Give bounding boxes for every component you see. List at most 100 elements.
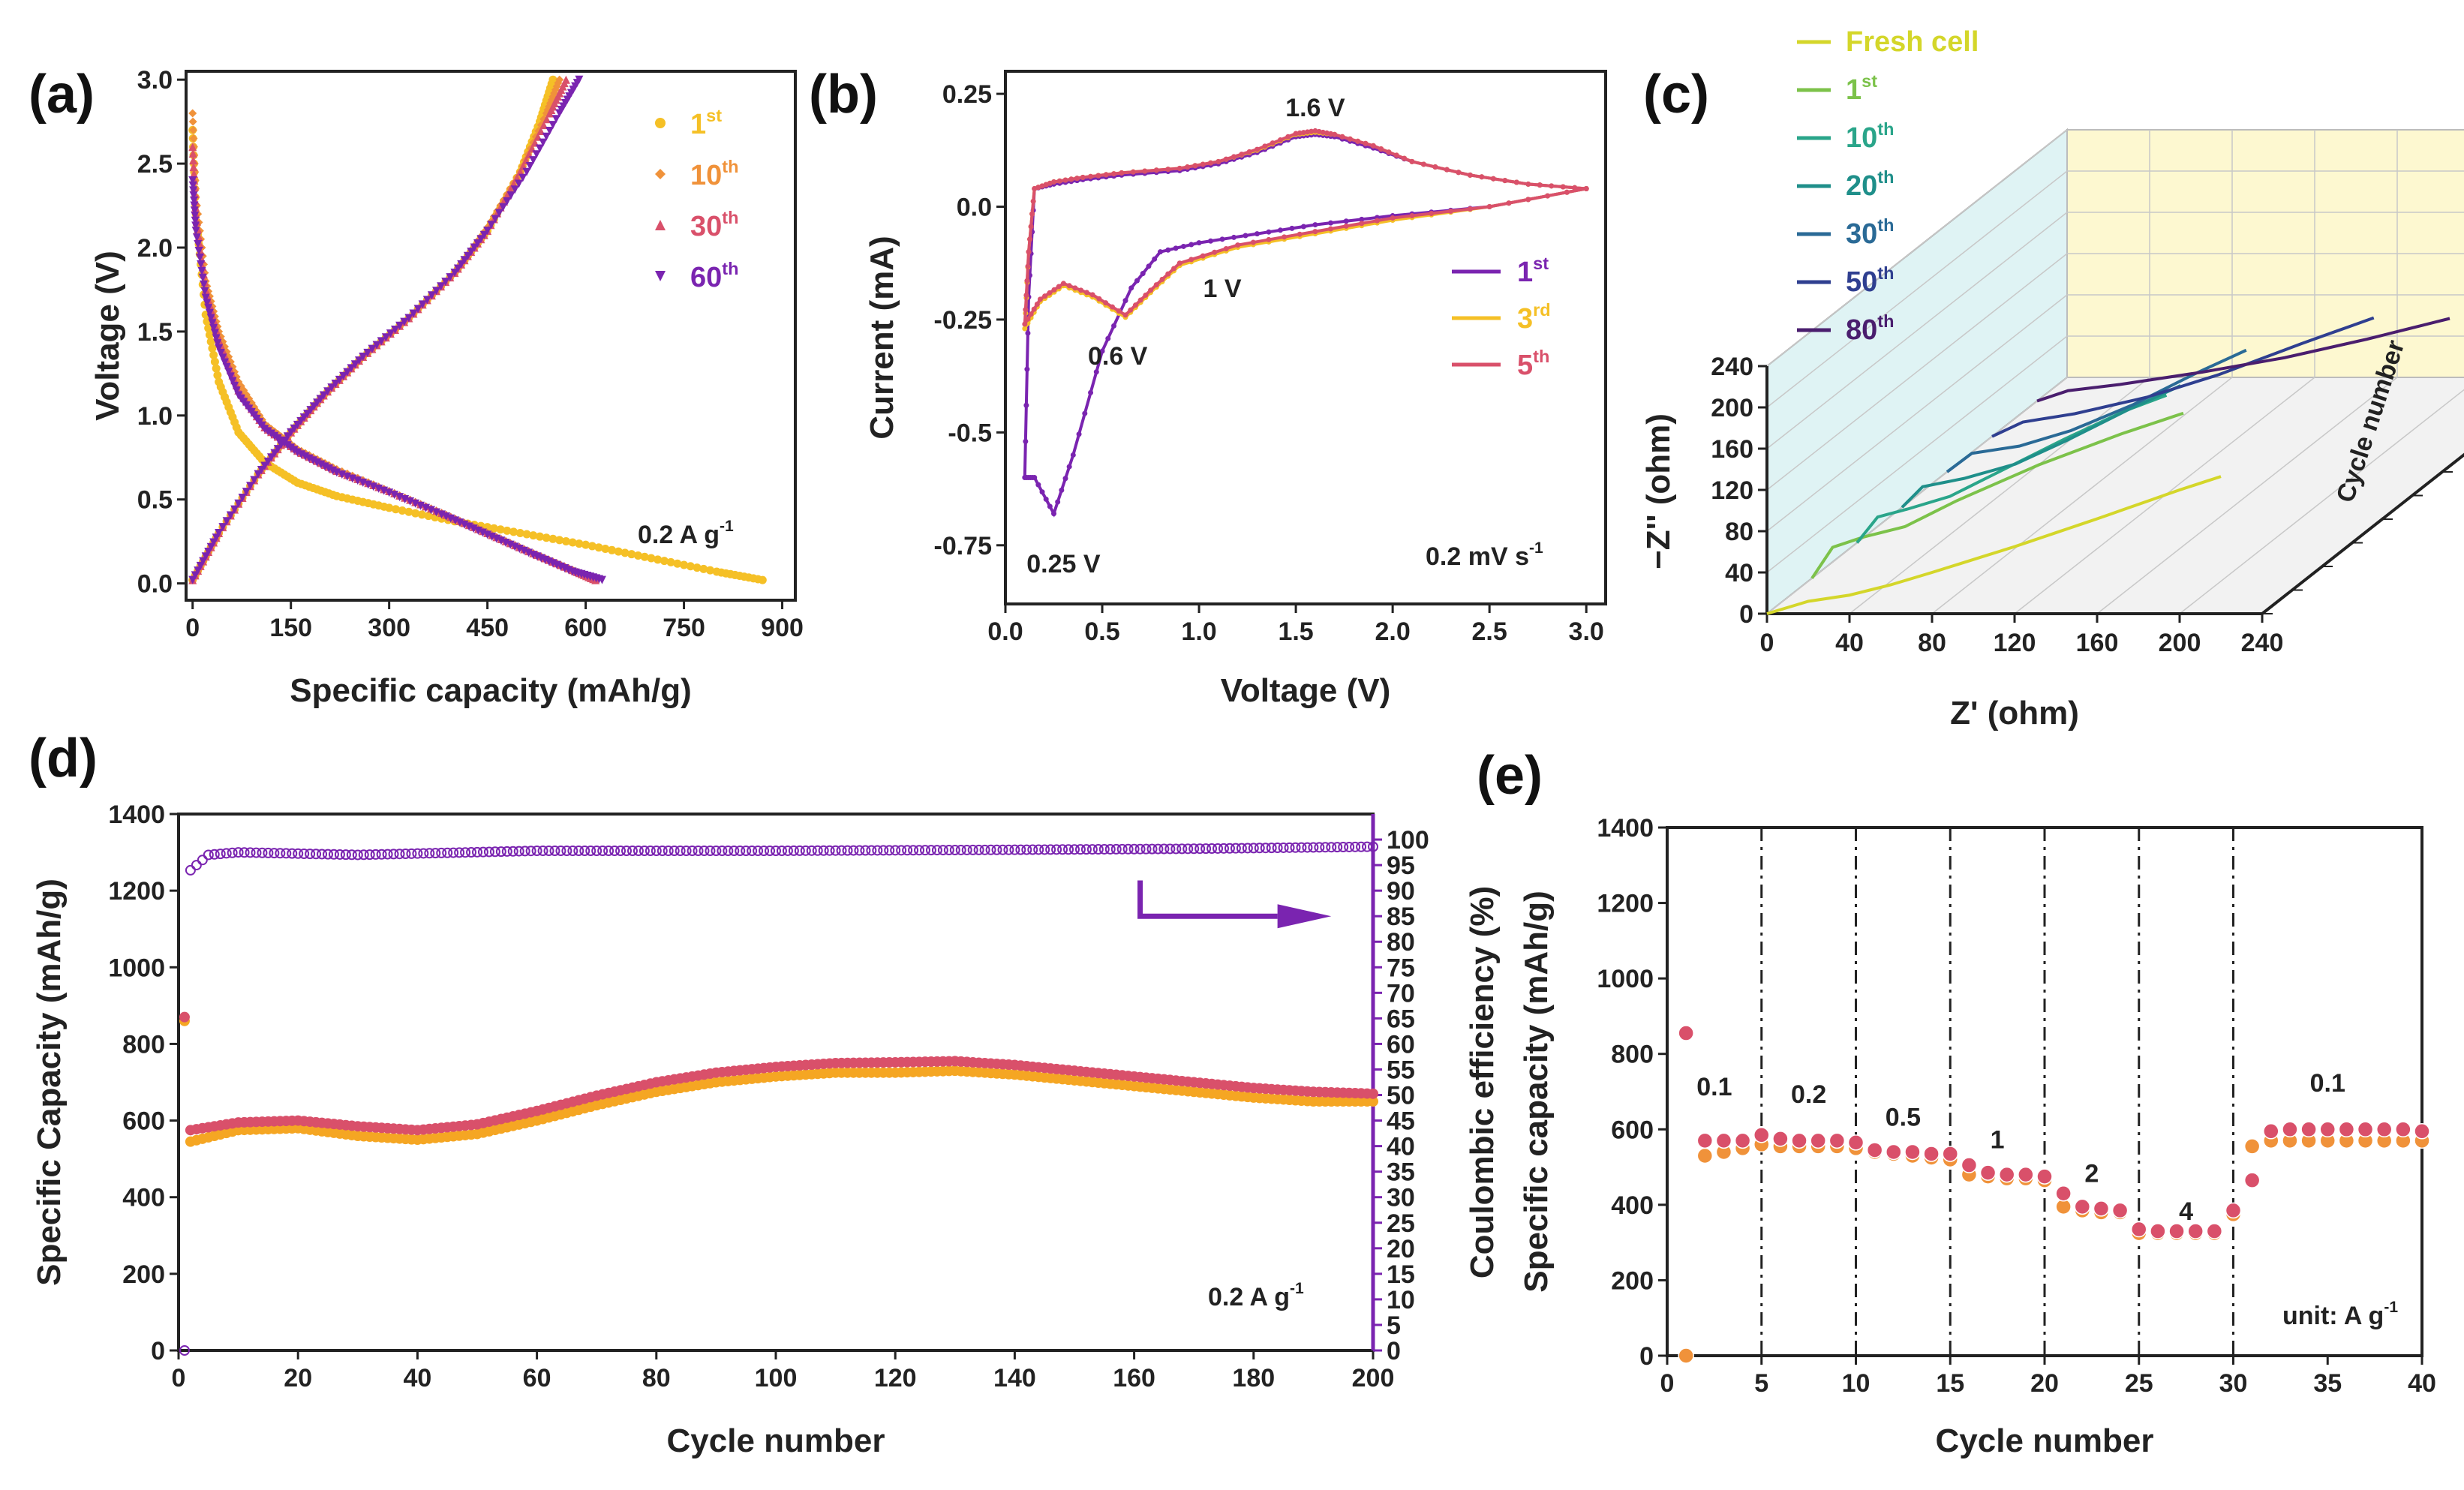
chart-e: 0 5 10 15 20 25 30 35 40020040060080010001200140… — [1518, 814, 2436, 1459]
data-point — [1176, 260, 1182, 266]
data-point — [1134, 278, 1140, 284]
data-point — [1060, 281, 1066, 287]
data-point — [1326, 842, 1337, 853]
data-point — [1066, 283, 1072, 289]
data-point — [189, 125, 198, 134]
data-point — [204, 323, 213, 332]
data-point — [1266, 236, 1272, 242]
y-tick-label: 600 — [1611, 1116, 1654, 1144]
data-point — [446, 273, 455, 282]
data-point — [1486, 204, 1492, 210]
data-point — [1678, 1347, 1694, 1364]
data-point — [404, 507, 413, 516]
data-point — [1026, 249, 1032, 255]
data-point — [185, 864, 196, 876]
data-point — [573, 846, 584, 857]
data-point — [496, 525, 505, 534]
x-tick-label: 2.5 — [1472, 617, 1507, 646]
data-point — [1111, 323, 1117, 329]
data-point — [260, 425, 269, 434]
data-point — [510, 185, 519, 194]
data-point — [209, 323, 218, 332]
legend-label-sup: th — [722, 157, 738, 176]
data-point — [263, 427, 272, 436]
data-point — [555, 75, 564, 84]
panel-label-e: (e) — [1477, 746, 1543, 806]
x-tick-label: 240 — [2241, 629, 2284, 657]
data-point — [1332, 842, 1343, 853]
data-point — [1549, 183, 1555, 189]
data-point — [705, 566, 714, 575]
data-point — [460, 256, 469, 265]
y-tick-label: -0.5 — [948, 419, 992, 447]
legend-label-sup: st — [1862, 71, 1877, 91]
data-point — [388, 849, 399, 860]
data-point — [1246, 149, 1252, 155]
data-point — [350, 360, 359, 369]
data-point — [401, 494, 410, 503]
data-point — [189, 186, 198, 195]
y2-tick-label: 50 — [1387, 1082, 1415, 1110]
data-point — [1188, 242, 1194, 248]
data-point — [179, 1011, 190, 1023]
data-point — [1047, 290, 1053, 296]
data-point — [1266, 229, 1272, 235]
data-point — [233, 847, 244, 858]
data-point — [221, 358, 230, 367]
data-point — [363, 348, 372, 357]
data-point — [2338, 1121, 2355, 1138]
data-point — [1003, 844, 1014, 855]
y2-tick-label: 25 — [1387, 1209, 1415, 1238]
data-point — [1828, 1132, 1846, 1149]
data-point — [1176, 843, 1188, 855]
data-point — [507, 846, 518, 857]
legend-label-sup: st — [1533, 254, 1549, 273]
data-point — [1420, 161, 1426, 167]
legend-label-sup: th — [1877, 167, 1894, 187]
data-point — [205, 330, 214, 339]
data-point — [518, 173, 527, 182]
x-tick-label: 100 — [755, 1364, 798, 1392]
data-point — [1350, 841, 1361, 852]
data-point — [250, 476, 259, 485]
data-point — [418, 300, 427, 309]
data-point — [246, 482, 255, 491]
data-point — [561, 846, 572, 857]
data-point — [1490, 176, 1496, 182]
data-point — [1272, 843, 1283, 854]
data-point — [1678, 1025, 1694, 1041]
data-point — [967, 844, 978, 855]
data-point — [189, 156, 198, 165]
rate-annotation: 0.2 A g-1 — [638, 518, 734, 549]
data-point — [191, 221, 200, 230]
data-point — [1057, 844, 1068, 855]
data-point — [335, 375, 344, 384]
data-point — [208, 344, 217, 353]
data-point — [890, 845, 901, 856]
y2-tick-label: 75 — [1387, 954, 1415, 982]
legend-label-sup: th — [722, 259, 738, 278]
data-point — [1082, 410, 1088, 416]
legend-label: 60th — [690, 259, 739, 293]
x-tick-label: 200 — [1352, 1364, 1395, 1392]
data-point — [1098, 843, 1110, 855]
data-point — [347, 364, 356, 373]
data-point — [575, 75, 584, 84]
data-point — [2414, 1123, 2430, 1140]
data-point — [1467, 206, 1473, 212]
data-point — [442, 847, 453, 858]
data-point — [614, 547, 623, 556]
data-point — [548, 75, 557, 84]
data-point — [226, 372, 235, 381]
data-point — [395, 493, 404, 502]
data-point — [213, 339, 222, 348]
data-point — [575, 539, 584, 548]
data-point — [1448, 209, 1454, 215]
data-point — [254, 470, 263, 479]
data-point — [1009, 844, 1020, 855]
data-point — [1028, 224, 1034, 230]
data-point — [1109, 304, 1115, 310]
data-point — [771, 846, 781, 857]
y2-tick-label: 20 — [1387, 1235, 1415, 1263]
data-point — [549, 846, 560, 857]
